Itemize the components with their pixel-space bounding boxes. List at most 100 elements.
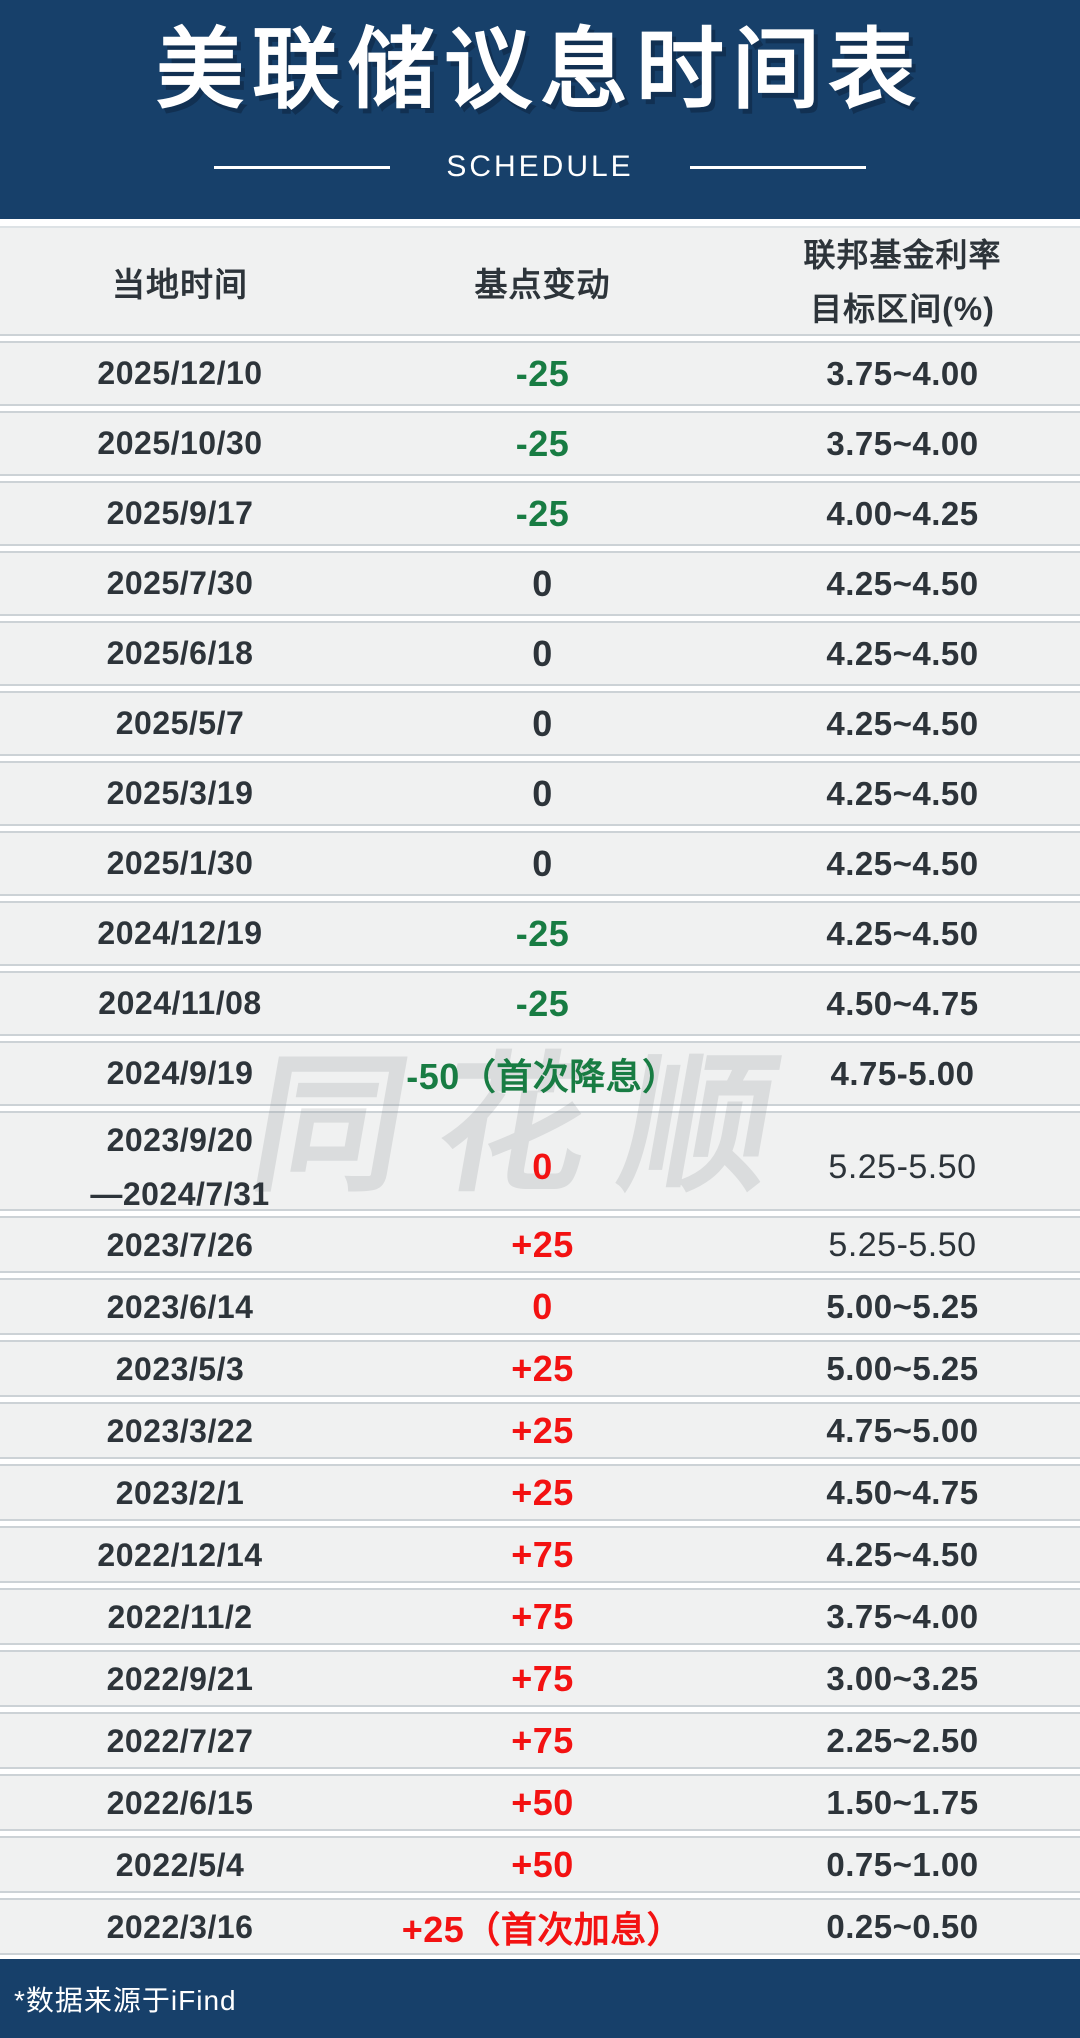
- table-row: 2022/5/4 +50 0.75~1.00: [0, 1836, 1080, 1893]
- footer-bar: *数据来源于iFind: [0, 1959, 1080, 2038]
- table-row: 2022/9/21 +75 3.00~3.25: [0, 1650, 1080, 1707]
- target-rate-value: 0.25~0.50: [826, 1908, 979, 1946]
- target-rate-value: 4.25~4.50: [826, 634, 979, 672]
- bp-change-value: -25: [515, 352, 570, 394]
- table-row: 2023/7/26 +25 5.25-5.50: [0, 1216, 1080, 1273]
- table-row: 2022/3/16 +25（首次加息） 0.25~0.50: [0, 1898, 1080, 1955]
- header-banner: 美联储议息时间表 SCHEDULE: [0, 0, 1080, 219]
- bp-change-value: 0: [532, 772, 553, 814]
- target-rate-value: 3.00~3.25: [826, 1660, 979, 1698]
- meeting-date: 2022/3/16: [106, 1909, 254, 1945]
- table-row: 2025/10/30 -25 3.75~4.00: [0, 411, 1080, 476]
- meeting-date: 2023/5/3: [115, 1351, 245, 1387]
- meeting-date: 2025/5/7: [115, 705, 245, 742]
- subtitle-left-dash: [214, 165, 391, 169]
- target-rate-value: 4.75-5.00: [830, 1054, 975, 1092]
- meeting-date: 2022/6/15: [106, 1785, 254, 1821]
- target-rate-value: 4.50~4.75: [826, 984, 979, 1022]
- table-header-row: 当地时间 基点变动 联邦基金利率 目标区间(%): [0, 226, 1080, 336]
- target-rate-value: 4.75~5.00: [826, 1412, 979, 1450]
- meeting-date: 2022/11/2: [107, 1599, 253, 1635]
- meeting-date: 2023/2/1: [115, 1475, 245, 1511]
- meeting-date: 2024/11/08: [98, 985, 262, 1022]
- table-row: 2025/6/18 0 4.25~4.50: [0, 621, 1080, 686]
- bp-change-value: 0: [532, 1146, 553, 1188]
- bp-change-value: +75: [511, 1658, 574, 1700]
- page-title: 美联储议息时间表: [155, 20, 924, 119]
- target-rate-value: 3.75~4.00: [826, 354, 979, 392]
- target-rate-value: 5.25-5.50: [828, 1225, 977, 1264]
- column-header-target-rate-line1: 联邦基金利率: [803, 237, 1002, 273]
- data-source-note: *数据来源于iFind: [14, 1984, 237, 2016]
- meeting-date: 2025/10/30: [97, 425, 263, 462]
- meeting-date: 2022/5/4: [115, 1847, 245, 1883]
- table-row: 2025/1/30 0 4.25~4.50: [0, 831, 1080, 896]
- bp-change-value: +25: [511, 1472, 574, 1514]
- table-row: 2022/7/27 +75 2.25~2.50: [0, 1712, 1080, 1769]
- meeting-date: 2023/9/20 —2024/7/31: [90, 1122, 270, 1213]
- meeting-date: 2023/6/14: [106, 1289, 254, 1325]
- target-rate-value: 4.25~4.50: [826, 774, 979, 812]
- bp-change-value: -25: [515, 422, 570, 464]
- target-rate-value: 4.50~4.75: [826, 1474, 979, 1512]
- target-rate-value: 5.25-5.50: [828, 1147, 977, 1186]
- target-rate-value: 5.00~5.25: [826, 1350, 979, 1388]
- table-row: 2023/5/3 +25 5.00~5.25: [0, 1340, 1080, 1397]
- target-rate-value: 4.25~4.50: [826, 564, 979, 602]
- table-row: 2023/2/1 +25 4.50~4.75: [0, 1464, 1080, 1521]
- bp-change-value: -25: [515, 492, 570, 534]
- bp-change-value: 0: [532, 1286, 553, 1328]
- column-header-target-rate-line2: 目标区间(%): [810, 291, 995, 328]
- meeting-date: 2022/9/21: [106, 1661, 254, 1697]
- target-rate-value: 0.75~1.00: [826, 1846, 979, 1884]
- bp-change-value: +25（首次加息）: [401, 1909, 684, 1951]
- table-row: 2022/6/15 +50 1.50~1.75: [0, 1774, 1080, 1831]
- meeting-date: 2022/12/14: [97, 1537, 263, 1573]
- meeting-date: 2024/9/19: [106, 1055, 254, 1092]
- table-row: 2025/5/7 0 4.25~4.50: [0, 691, 1080, 756]
- table-row: 2023/3/22 +25 4.75~5.00: [0, 1402, 1080, 1459]
- bp-change-value: -25: [515, 982, 570, 1024]
- table-row: 2024/9/19 -50（首次降息） 4.75-5.00: [0, 1041, 1080, 1106]
- subtitle-right-dash: [689, 165, 866, 169]
- target-rate-value: 4.25~4.50: [826, 704, 979, 742]
- target-rate-value: 5.00~5.25: [826, 1288, 979, 1326]
- table-row: 2025/7/30 0 4.25~4.50: [0, 551, 1080, 616]
- bp-change-value: -25: [515, 912, 570, 954]
- table-row: 2025/9/17 -25 4.00~4.25: [0, 481, 1080, 546]
- bp-change-value: +25: [511, 1410, 574, 1452]
- meeting-date: 2023/3/22: [106, 1413, 254, 1449]
- table-row: 2024/11/08 -25 4.50~4.75: [0, 971, 1080, 1036]
- target-rate-value: 4.25~4.50: [826, 844, 979, 882]
- subtitle: SCHEDULE: [446, 150, 634, 183]
- bp-change-value: +50: [511, 1844, 574, 1886]
- column-header-target-rate: 联邦基金利率 目标区间(%): [725, 228, 1080, 337]
- table-row: 2022/11/2 +75 3.75~4.00: [0, 1588, 1080, 1645]
- bp-change-value: 0: [532, 842, 553, 884]
- meeting-date: 2025/6/18: [106, 635, 254, 672]
- table-row: 2023/6/14 0 5.00~5.25: [0, 1278, 1080, 1335]
- table-row: 2025/12/10 -25 3.75~4.00: [0, 341, 1080, 406]
- bp-change-value: 0: [532, 632, 553, 674]
- meeting-date: 2025/3/19: [106, 775, 254, 812]
- target-rate-value: 2.25~2.50: [826, 1722, 979, 1760]
- meeting-date: 2023/7/26: [106, 1227, 254, 1263]
- target-rate-value: 1.50~1.75: [826, 1784, 979, 1822]
- bp-change-value: +25: [511, 1224, 574, 1266]
- bp-change-value: +75: [511, 1596, 574, 1638]
- subtitle-row: SCHEDULE: [0, 150, 1080, 184]
- meeting-date: 2025/9/17: [106, 495, 254, 532]
- meeting-date: 2025/7/30: [106, 565, 254, 602]
- bp-change-value: +50: [511, 1782, 574, 1824]
- bp-change-value: +75: [511, 1720, 574, 1762]
- target-rate-value: 4.25~4.50: [826, 1536, 979, 1574]
- bp-change-value: +25: [511, 1348, 574, 1390]
- meeting-date: 2024/12/19: [97, 915, 263, 952]
- column-header-bp-change: 基点变动: [474, 266, 611, 304]
- meeting-date: 2025/12/10: [97, 355, 263, 392]
- target-rate-value: 4.25~4.50: [826, 914, 979, 952]
- bp-change-value: 0: [532, 702, 553, 744]
- bp-change-value: -50（首次降息）: [406, 1055, 679, 1097]
- target-rate-value: 3.75~4.00: [826, 424, 979, 462]
